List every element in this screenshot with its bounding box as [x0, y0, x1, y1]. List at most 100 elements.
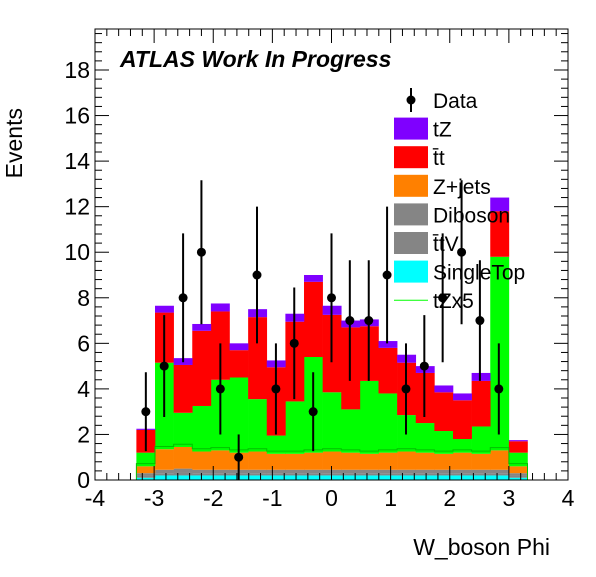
bar-singletop-17: [453, 475, 472, 480]
bar-t-t-6: [248, 317, 268, 400]
bar-diboson-14: [397, 469, 417, 474]
bar-z-jets-19: [490, 450, 510, 470]
bar-tt-v-18: [471, 473, 491, 476]
bar-diboson-11: [341, 469, 361, 474]
bar-tt-v-7: [266, 473, 286, 476]
bar-diboson-12: [359, 469, 379, 474]
bar-tt-v-6: [248, 473, 268, 476]
bar-singletop-10: [322, 475, 342, 480]
bar-tzx5-6: [248, 399, 268, 452]
bar-tzx5-18: [471, 426, 491, 454]
x-tick-label-3: -1: [262, 485, 282, 511]
bar-tz-19: [490, 197, 510, 212]
x-axis-label: W_boson Phi: [413, 534, 550, 560]
bar-singletop-0: [136, 477, 156, 480]
bar-z-jets-10: [322, 451, 342, 470]
bar-t-t-18: [471, 380, 491, 427]
bar-diboson-19: [490, 469, 510, 474]
bar-z-jets-12: [359, 453, 379, 470]
bar-diboson-7: [266, 469, 286, 474]
bar-tt-v-10: [322, 473, 342, 476]
bar-z-jets-0: [136, 466, 156, 474]
bar-tt-v-0: [136, 475, 156, 478]
bar-singletop-11: [341, 475, 361, 480]
bar-tzx5-13: [378, 393, 398, 453]
bar-singletop-18: [471, 475, 491, 480]
x-tick-label-7: 3: [502, 485, 515, 511]
y-tick-label-7: 14: [64, 148, 90, 174]
legend-swatch-z-jets: [394, 174, 428, 197]
bar-t-t-9: [304, 281, 323, 357]
bar-diboson-9: [304, 469, 323, 474]
bar-tt-v-15: [415, 473, 435, 476]
bar-diboson-0: [136, 473, 156, 476]
bar-diboson-17: [453, 469, 472, 474]
signal-tzx5-line: [135, 443, 528, 480]
data-point-12: [364, 316, 374, 326]
bar-diboson-13: [378, 469, 398, 474]
bar-z-jets-18: [471, 453, 491, 470]
legend-label-t-t: t̄t: [433, 147, 445, 170]
bar-z-jets-15: [415, 452, 435, 470]
bar-z-jets-11: [341, 452, 361, 470]
bar-tt-v-8: [285, 473, 305, 476]
y-tick-label-4: 8: [77, 285, 90, 311]
data-point-14: [401, 384, 411, 394]
bar-tt-v-12: [359, 473, 379, 476]
bar-diboson-16: [434, 469, 454, 474]
bar-singletop-9: [304, 475, 323, 480]
data-point-5: [234, 452, 244, 462]
bar-tz-20: [508, 440, 528, 442]
bar-singletop-15: [415, 475, 435, 480]
bar-diboson-3: [192, 469, 212, 474]
bar-tt-v-9: [304, 473, 323, 476]
legend-label-t-tv: t̄tV: [433, 233, 459, 256]
y-tick-label-0: 0: [77, 467, 90, 493]
legend-swatch-tz: [394, 117, 428, 140]
bar-tt-v-16: [434, 473, 454, 476]
x-tick-label-8: 4: [562, 485, 575, 511]
bar-tzx5-3: [192, 405, 212, 452]
bar-tz-13: [378, 341, 398, 348]
bar-tz-3: [192, 323, 212, 331]
bar-singletop-13: [378, 475, 398, 480]
data-point-7: [271, 384, 281, 394]
bar-tt-v-13: [378, 473, 398, 476]
bar-tt-v-20: [508, 475, 528, 478]
data-point-11: [345, 316, 355, 326]
y-tick-label-5: 10: [64, 239, 90, 265]
data-point-1: [159, 361, 169, 371]
x-tick-label-2: -2: [203, 485, 223, 511]
bar-diboson-6: [248, 469, 268, 474]
bar-diboson-15: [415, 469, 435, 474]
bar-tzx5-0: [136, 452, 156, 467]
data-point-6: [252, 270, 262, 280]
bar-diboson-2: [173, 468, 193, 473]
bar-z-jets-1: [155, 449, 174, 470]
bar-tt-v-2: [173, 472, 193, 476]
bar-tzx5-7: [266, 435, 286, 454]
bar-tzx5-10: [322, 392, 342, 452]
legend-label-diboson: Diboson: [433, 204, 510, 227]
signal-line-layer: [135, 443, 528, 480]
legend-label-tz: tZ: [433, 119, 452, 142]
bar-tzx5-11: [341, 409, 361, 453]
y-tick-label-9: 18: [64, 57, 90, 83]
bar-diboson-18: [471, 469, 491, 474]
bar-z-jets-9: [304, 452, 323, 470]
bar-z-jets-7: [266, 453, 286, 470]
bar-tz-9: [304, 275, 323, 282]
bar-singletop-6: [248, 475, 268, 480]
bar-tz-18: [471, 372, 491, 381]
legend-swatch-singletop: [394, 260, 428, 283]
y-axis-label: Events: [1, 108, 27, 178]
bar-diboson-4: [210, 469, 230, 474]
legend: Data tZ t̄t Z+jets Diboson t̄tV SingleTop tZx5: [394, 88, 525, 313]
x-tick-label-5: 1: [384, 485, 397, 511]
data-point-8: [289, 338, 299, 348]
y-tick-label-3: 6: [77, 330, 90, 356]
chart-title: ATLAS Work In Progress: [119, 46, 391, 72]
x-tick-label-4: 0: [325, 485, 338, 511]
